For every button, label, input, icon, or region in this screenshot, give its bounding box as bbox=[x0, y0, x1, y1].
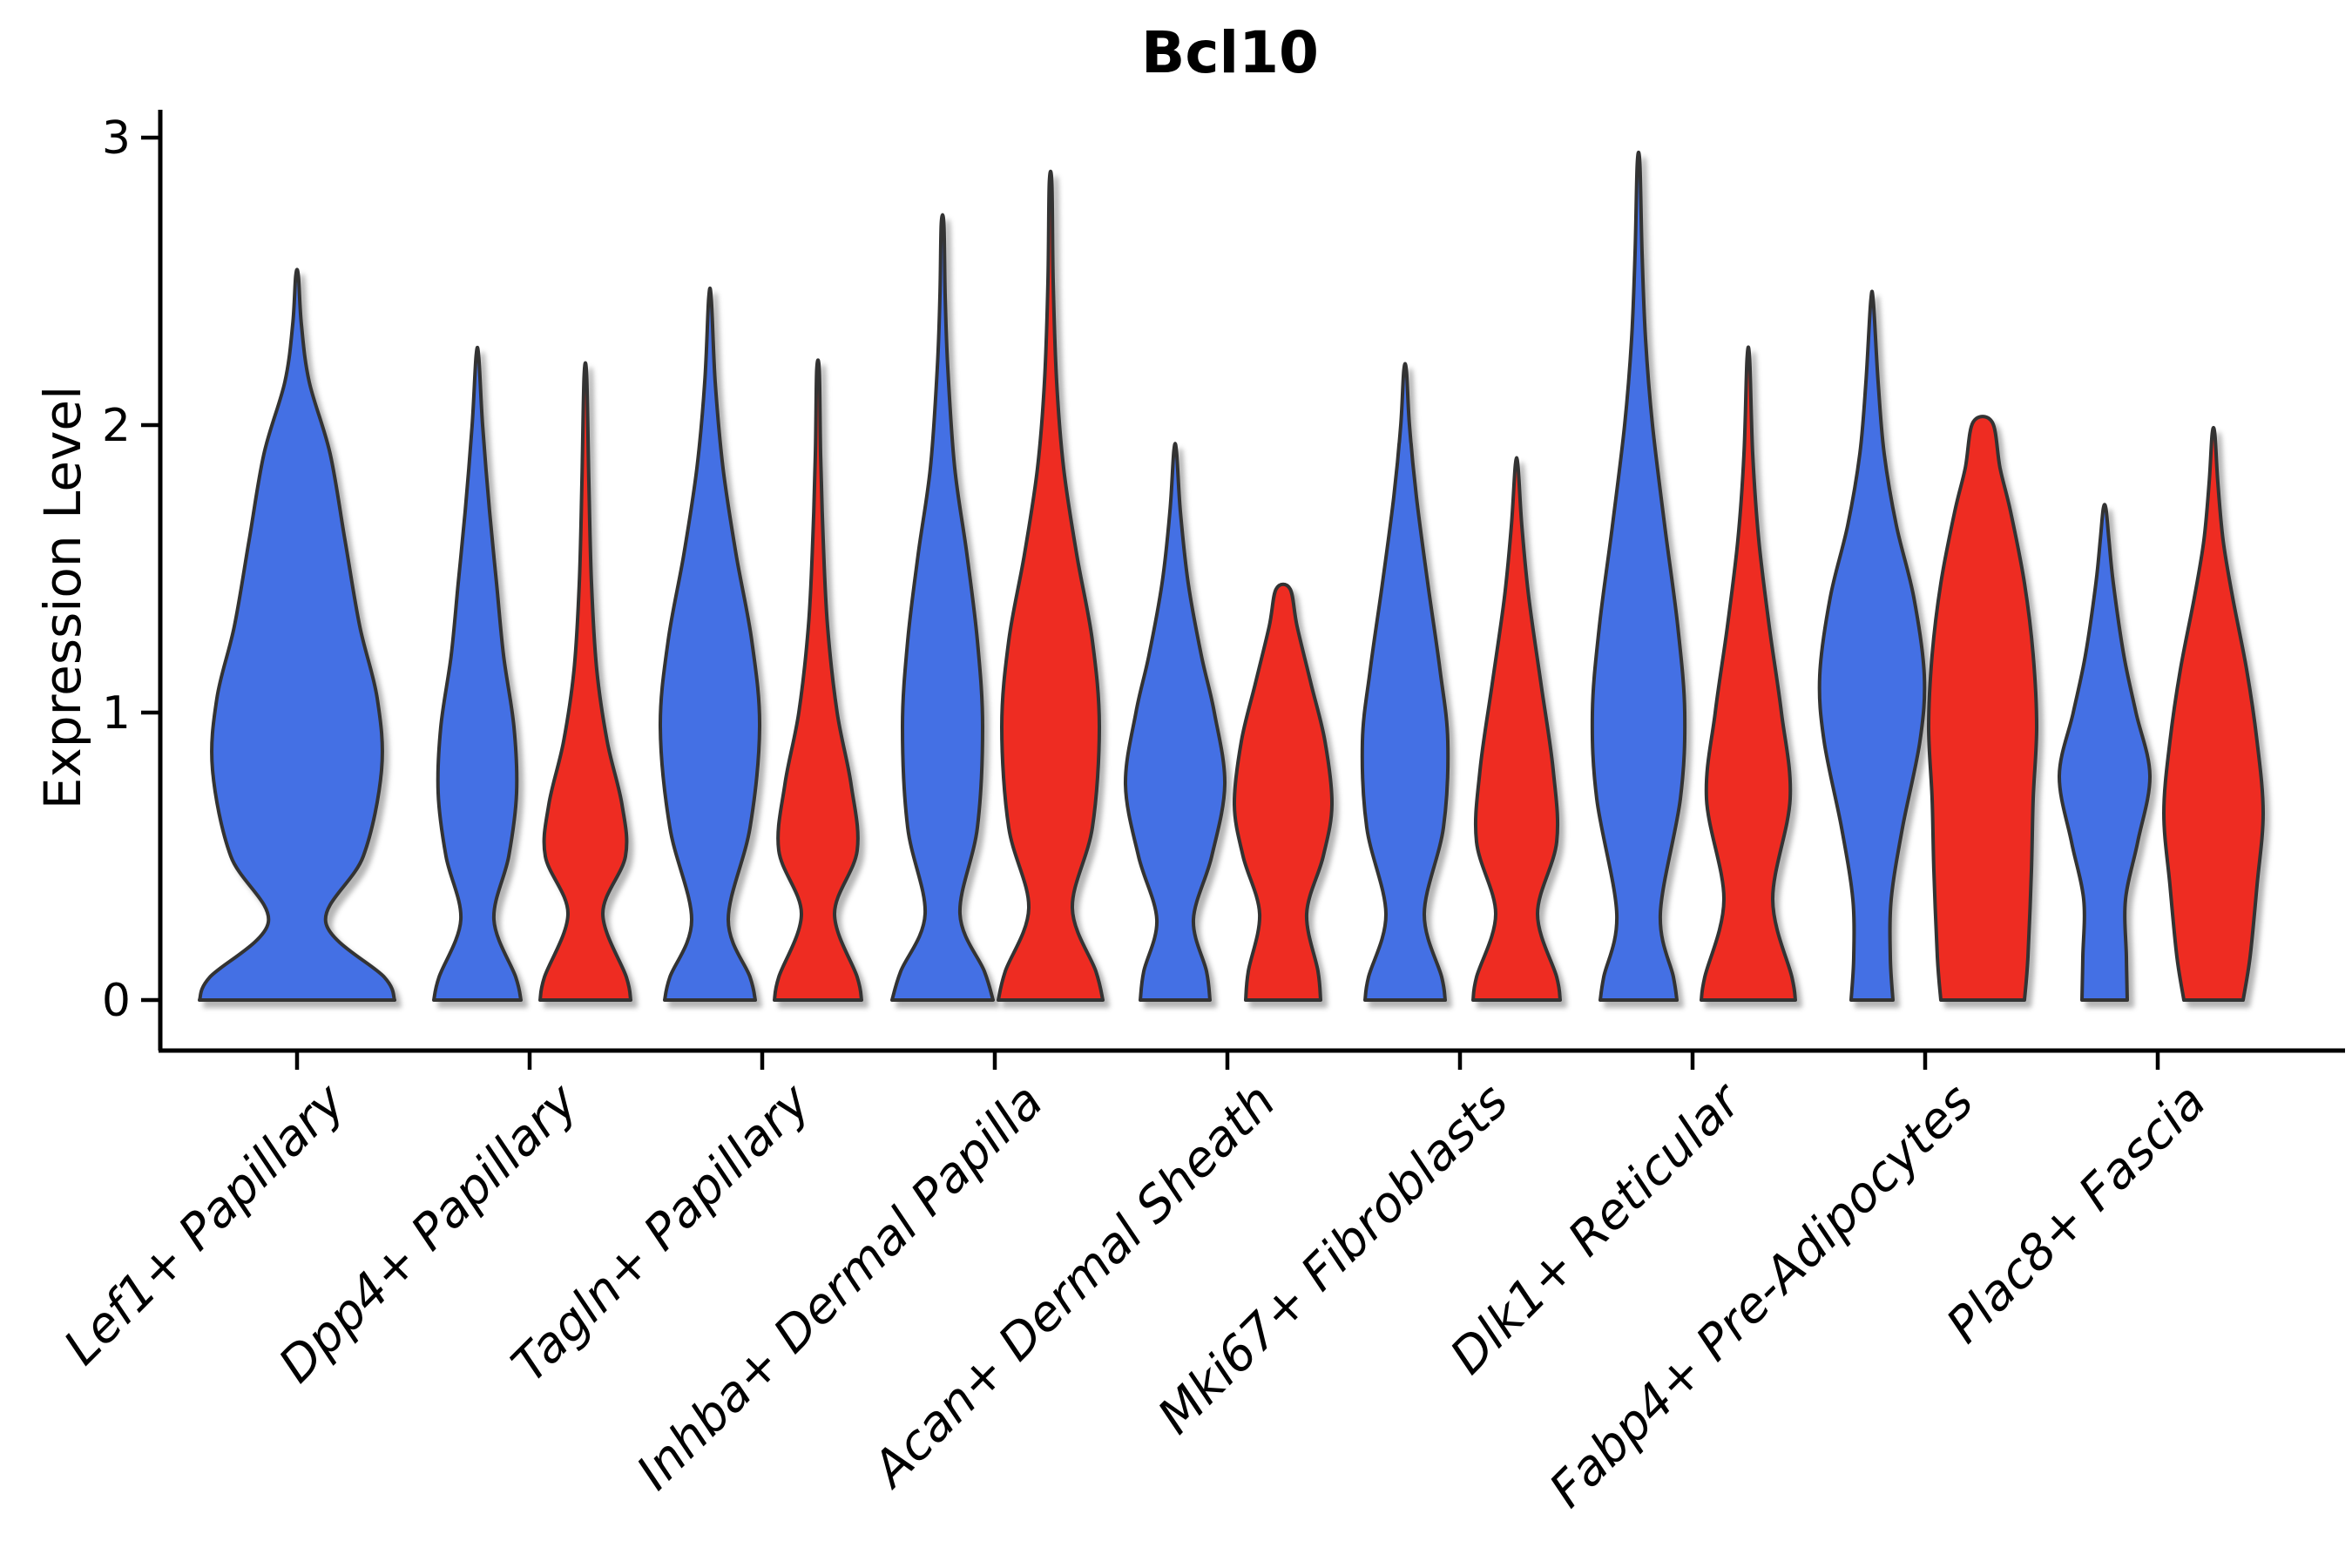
violin-dpp4-red bbox=[538, 361, 632, 1002]
x-tick-label: Inhba+ Dermal Papilla bbox=[626, 1073, 1054, 1501]
violin-lef1-blue bbox=[198, 267, 396, 1002]
violin-dpp4-blue bbox=[432, 345, 523, 1002]
y-tick-label: 2 bbox=[102, 400, 131, 452]
violin-acan-red bbox=[1232, 582, 1335, 1002]
violin-fabp4-blue bbox=[1817, 289, 1927, 1002]
violin-mki67-red bbox=[1471, 456, 1562, 1002]
violin-inhba-blue bbox=[890, 213, 995, 1002]
violin-tagln-red bbox=[773, 358, 863, 1002]
x-tick-label: Acan+ Dermal Sheath bbox=[861, 1073, 1287, 1499]
violin-fabp4-red bbox=[1927, 415, 2038, 1002]
violin-plac8-red bbox=[2162, 425, 2265, 1002]
y-tick-label: 3 bbox=[102, 112, 131, 165]
y-tick-label: 1 bbox=[102, 687, 131, 740]
violin-tagln-blue bbox=[658, 286, 762, 1002]
violin-inhba-red bbox=[997, 169, 1105, 1002]
chart-title: Bcl10 bbox=[1141, 19, 1319, 86]
x-tick-label: Fabp4+ Pre-Adipocytes bbox=[1539, 1073, 1984, 1518]
violin-dlk1-blue bbox=[1590, 150, 1687, 1002]
violin-mki67-blue bbox=[1360, 362, 1450, 1002]
violin-plac8-blue bbox=[2057, 503, 2153, 1002]
violin-acan-blue bbox=[1123, 442, 1227, 1002]
y-tick-label: 0 bbox=[102, 975, 131, 1027]
violin-dlk1-red bbox=[1700, 345, 1797, 1002]
